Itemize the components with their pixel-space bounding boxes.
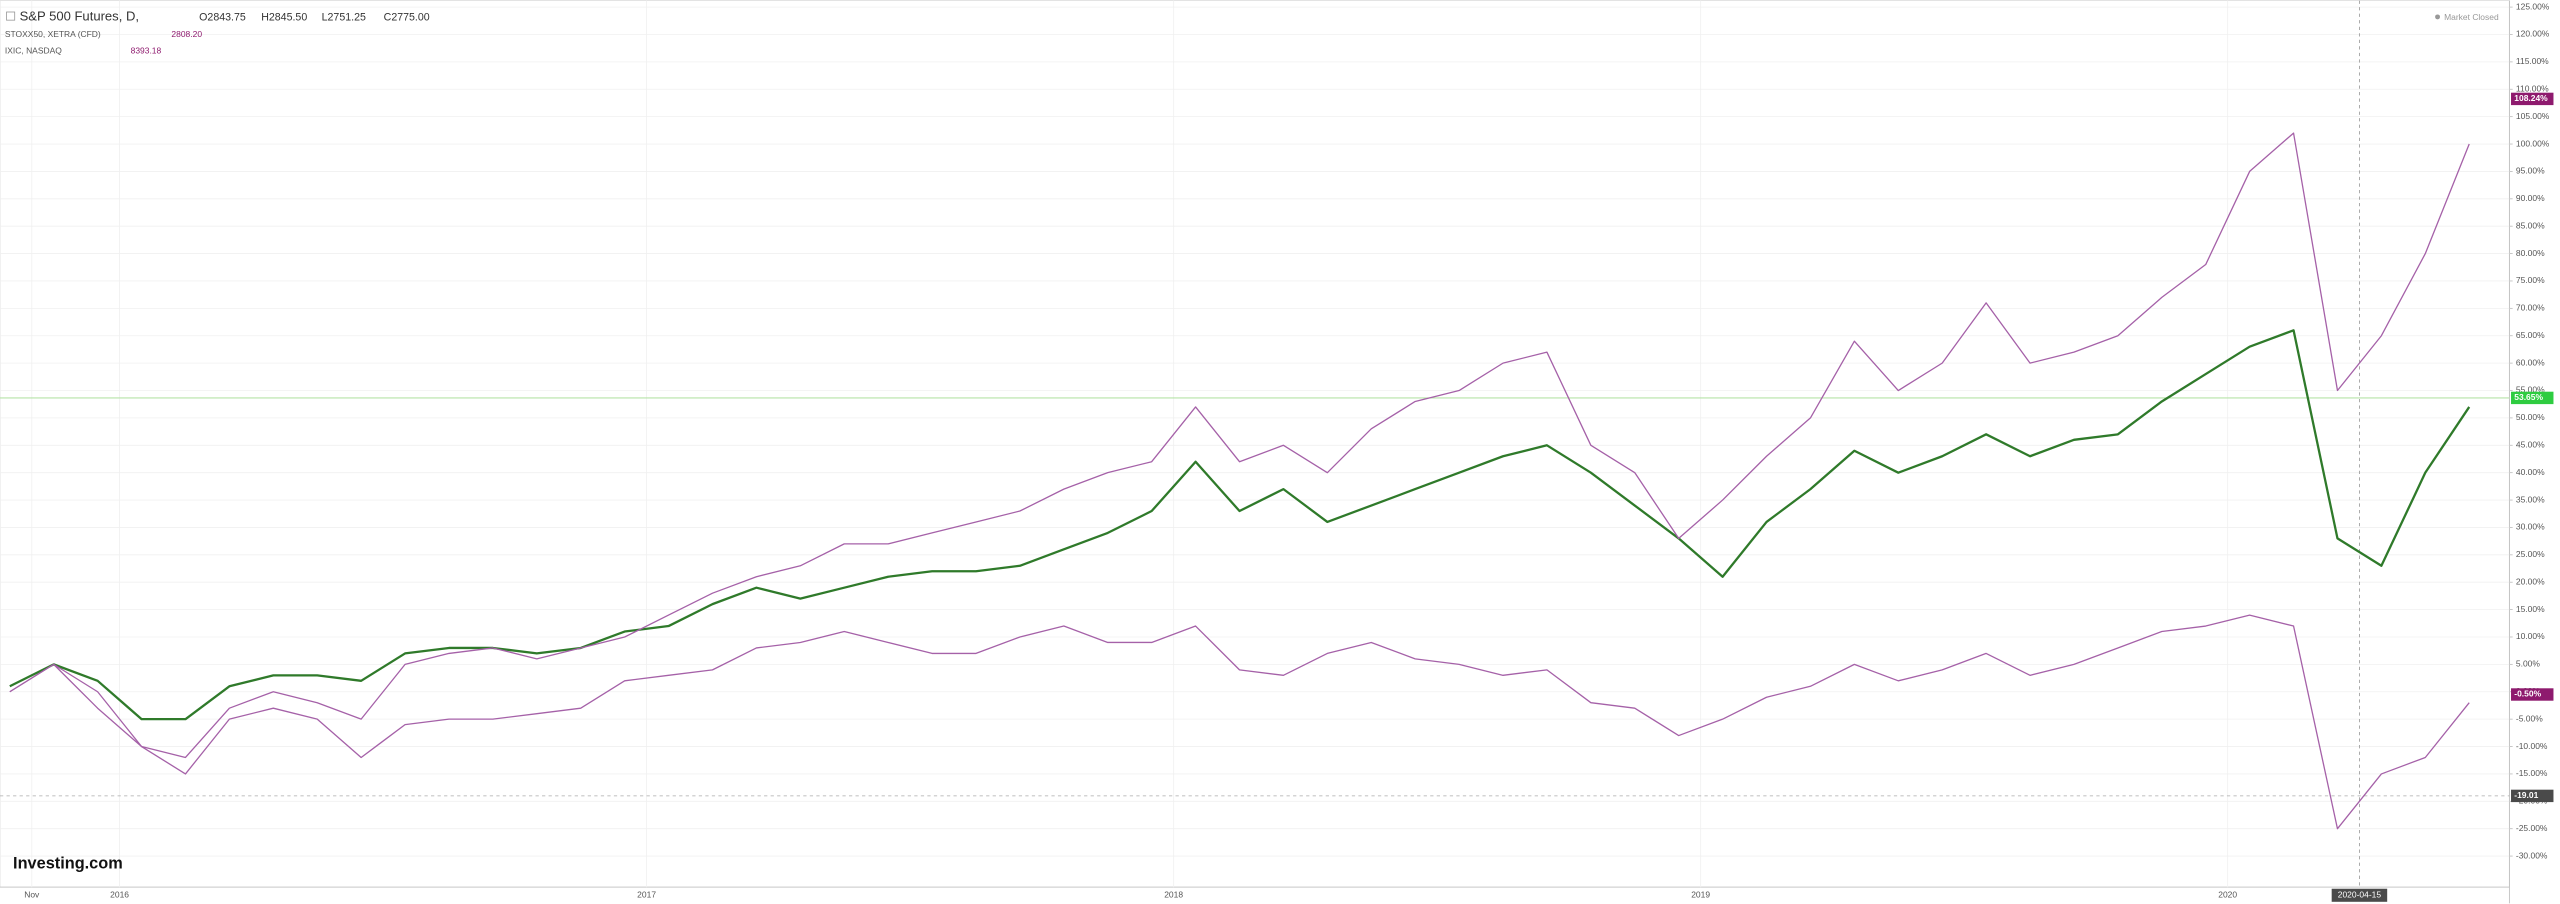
y-tick-label: 25.00% xyxy=(2516,549,2545,559)
x-tick-label: Nov xyxy=(24,889,40,899)
legend-entry[interactable]: IXIC, NASDAQ xyxy=(5,45,62,55)
y-tick-label: 40.00% xyxy=(2516,467,2545,477)
header-high: H2845.50 xyxy=(261,12,307,24)
value-marker-label: -19.01 xyxy=(2514,790,2538,800)
value-marker-label: -0.50% xyxy=(2514,689,2541,699)
value-marker-label: 53.65% xyxy=(2514,392,2543,402)
header-symbol: S&P 500 Futures, D, xyxy=(20,8,139,23)
crosshair-label-bg xyxy=(2331,888,2388,902)
value-marker xyxy=(2511,789,2554,803)
y-tick-label: -25.00% xyxy=(2516,823,2548,833)
series-line xyxy=(9,132,2470,759)
y-tick-label: 105.00% xyxy=(2516,111,2550,121)
y-tick-label: 55.00% xyxy=(2516,385,2545,395)
y-tick-label: -5.00% xyxy=(2516,713,2543,723)
y-tick-label: -30.00% xyxy=(2516,850,2548,860)
y-tick-label: 45.00% xyxy=(2516,440,2545,450)
plot-area xyxy=(0,0,2510,888)
y-tick-label: 95.00% xyxy=(2516,166,2545,176)
y-tick-label: 80.00% xyxy=(2516,248,2545,258)
y-tick-label: 85.00% xyxy=(2516,220,2545,230)
y-tick-label: 60.00% xyxy=(2516,357,2545,367)
y-tick-label: 10.00% xyxy=(2516,631,2545,641)
y-tick-label: 30.00% xyxy=(2516,522,2545,532)
legend-entry[interactable]: STOXX50, XETRA (CFD) xyxy=(5,29,101,39)
y-tick-label: 35.00% xyxy=(2516,494,2545,504)
y-tick-label: 70.00% xyxy=(2516,303,2545,313)
y-tick-label: -15.00% xyxy=(2516,768,2548,778)
y-tick-label: 125.00% xyxy=(2516,1,2550,11)
legend-value: 8393.18 xyxy=(131,45,162,55)
series-line xyxy=(9,329,2471,721)
value-marker xyxy=(2511,688,2554,701)
y-tick-label: 100.00% xyxy=(2516,138,2550,148)
labels: 125.00% 120.00% 115.00% 110.00% 105.00% 100.0… xyxy=(24,1,2554,902)
x-tick-label: 2020-04-15 xyxy=(2338,889,2382,899)
value-marker xyxy=(2511,92,2554,106)
value-marker-label: 108.24% xyxy=(2514,93,2548,103)
y-tick-label: 20.00% xyxy=(2516,576,2545,586)
y-tick-label: 90.00% xyxy=(2516,193,2545,203)
x-tick-label: 2016 xyxy=(110,889,129,899)
grid xyxy=(0,0,2513,888)
brand-logo: Investing.com xyxy=(13,855,123,873)
y-tick-label: -10.00% xyxy=(2516,741,2548,751)
x-tick-label: 2018 xyxy=(1164,889,1183,899)
series-line xyxy=(9,614,2470,830)
y-tick-label: 110.00% xyxy=(2516,83,2549,93)
y-tick-label: 65.00% xyxy=(2516,330,2545,340)
legend-value: 2808.20 xyxy=(171,29,202,39)
x-tick-label: 2020 xyxy=(2218,889,2237,899)
header-close: C2775.00 xyxy=(384,12,430,24)
y-tick-label: 75.00% xyxy=(2516,275,2545,285)
series-lines xyxy=(9,132,2471,830)
status-dot xyxy=(2435,14,2440,20)
x-tick-label: 2019 xyxy=(1691,889,1710,899)
y-tick-label: 15.00% xyxy=(2516,604,2545,614)
y-tick-label: 120.00% xyxy=(2516,29,2550,39)
x-tick-label: 2017 xyxy=(637,889,656,899)
header-open: O2843.75 xyxy=(199,12,246,24)
value-marker xyxy=(2511,391,2554,405)
header-low: L2751.25 xyxy=(322,12,366,24)
collapse-icon[interactable] xyxy=(6,11,16,21)
market-status: Market Closed xyxy=(2444,12,2499,22)
y-tick-label: 50.00% xyxy=(2516,412,2545,422)
y-tick-label: 5.00% xyxy=(2516,659,2540,669)
y-tick-label: 115.00% xyxy=(2516,56,2549,66)
